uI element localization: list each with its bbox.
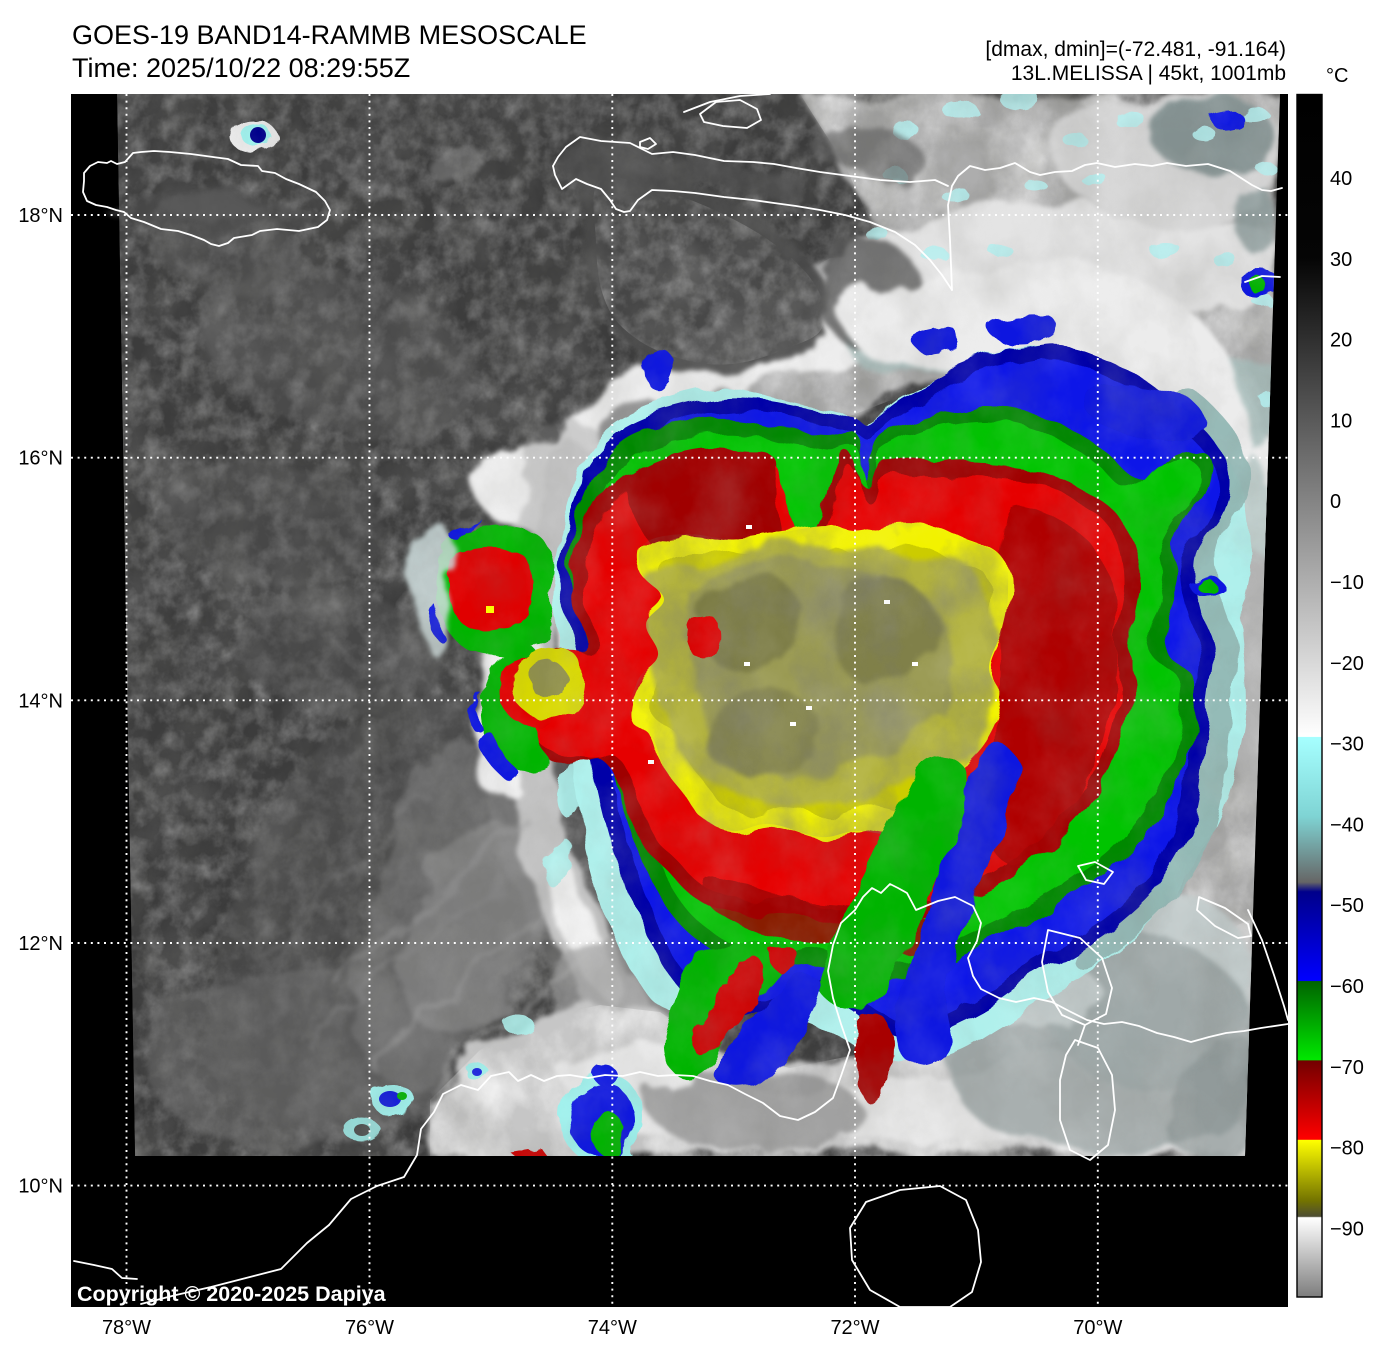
svg-text:[dmax, dmin]=(-72.481, -91.164: [dmax, dmin]=(-72.481, -91.164) xyxy=(985,38,1286,61)
svg-text:−60: −60 xyxy=(1330,976,1364,998)
svg-text:30: 30 xyxy=(1330,249,1352,271)
svg-text:40: 40 xyxy=(1330,168,1352,190)
svg-text:12°N: 12°N xyxy=(18,933,63,955)
svg-text:−90: −90 xyxy=(1330,1218,1364,1240)
svg-text:−30: −30 xyxy=(1330,734,1364,756)
svg-text:10: 10 xyxy=(1330,410,1352,432)
svg-text:GOES-19 BAND14-RAMMB MESOSCALE: GOES-19 BAND14-RAMMB MESOSCALE xyxy=(72,20,587,50)
svg-text:10°N: 10°N xyxy=(18,1176,63,1198)
svg-text:72°W: 72°W xyxy=(830,1317,879,1339)
svg-text:°C: °C xyxy=(1326,65,1348,87)
svg-text:−10: −10 xyxy=(1330,572,1364,594)
svg-text:20: 20 xyxy=(1330,330,1352,352)
svg-text:Copyright © 2020-2025 Dapiya: Copyright © 2020-2025 Dapiya xyxy=(77,1282,387,1306)
svg-text:70°W: 70°W xyxy=(1073,1317,1122,1339)
svg-text:−80: −80 xyxy=(1330,1138,1364,1160)
svg-text:16°N: 16°N xyxy=(18,448,63,470)
svg-text:14°N: 14°N xyxy=(18,690,63,712)
svg-text:78°W: 78°W xyxy=(102,1317,151,1339)
svg-text:18°N: 18°N xyxy=(18,205,63,227)
svg-text:−20: −20 xyxy=(1330,653,1364,675)
svg-text:−70: −70 xyxy=(1330,1057,1364,1079)
svg-text:−50: −50 xyxy=(1330,895,1364,917)
svg-text:0: 0 xyxy=(1330,491,1341,513)
svg-text:13L.MELISSA | 45kt, 1001mb: 13L.MELISSA | 45kt, 1001mb xyxy=(1011,62,1286,85)
svg-text:−40: −40 xyxy=(1330,814,1364,836)
svg-text:Time: 2025/10/22 08:29:55Z: Time: 2025/10/22 08:29:55Z xyxy=(72,53,410,83)
svg-text:74°W: 74°W xyxy=(588,1317,637,1339)
svg-text:76°W: 76°W xyxy=(345,1317,394,1339)
